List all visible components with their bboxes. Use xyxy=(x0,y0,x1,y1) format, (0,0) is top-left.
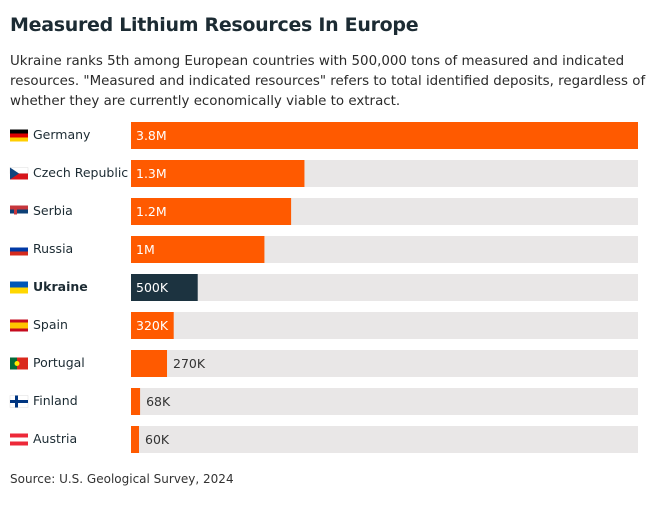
flag-icon xyxy=(10,281,28,294)
flag-cross xyxy=(10,400,28,403)
bar-track xyxy=(131,426,638,453)
bar xyxy=(131,236,265,263)
bar xyxy=(131,426,140,453)
value-label: 68K xyxy=(146,394,171,409)
y-tick-label: Portugal xyxy=(33,355,85,370)
bar-track xyxy=(131,274,638,301)
flag-icon xyxy=(10,357,28,370)
bar xyxy=(131,274,198,301)
flag-stripe xyxy=(17,357,28,370)
bar-track xyxy=(131,312,638,339)
value-label: 3.8M xyxy=(136,128,167,143)
y-tick-label: Serbia xyxy=(33,203,73,218)
flag-icon xyxy=(10,319,28,332)
flag-stripe xyxy=(10,213,28,218)
bar xyxy=(131,122,638,149)
bar-track xyxy=(131,388,638,415)
value-label: 500K xyxy=(136,280,169,295)
y-tick-label: Spain xyxy=(33,317,68,332)
value-label: 1.2M xyxy=(136,204,167,219)
chart-subtitle: Ukraine ranks 5th among European countri… xyxy=(10,54,646,109)
flag-stripe xyxy=(10,441,28,446)
bar xyxy=(131,160,305,187)
y-tick-label: Germany xyxy=(33,127,91,142)
flag-stripe xyxy=(10,281,28,288)
flag-icon xyxy=(9,395,29,408)
bar xyxy=(131,312,174,339)
y-tick-label: Ukraine xyxy=(33,279,88,294)
flag-triangle xyxy=(10,167,19,180)
flag-icon xyxy=(10,205,28,218)
flag-stripe xyxy=(10,247,28,252)
y-tick-label: Austria xyxy=(33,431,77,446)
flag-stripe xyxy=(10,322,28,329)
flag-stripe xyxy=(10,173,28,180)
y-tick-label: Russia xyxy=(33,241,73,256)
flag-emblem xyxy=(14,208,17,215)
flag-emblem xyxy=(14,361,20,366)
flag-icon xyxy=(9,167,29,180)
value-label: 1M xyxy=(136,242,155,257)
flag-stripe xyxy=(10,357,17,370)
flag-stripe xyxy=(10,251,28,256)
bar-track xyxy=(131,350,638,377)
flag-stripe xyxy=(10,287,28,294)
flag-stripe xyxy=(10,205,28,210)
flag-stripe xyxy=(10,437,28,442)
flag-stripe xyxy=(10,137,28,142)
flag-icon xyxy=(10,129,28,142)
flag-stripe xyxy=(10,129,28,134)
y-tick-label: Finland xyxy=(33,393,78,408)
chart-title: Measured Lithium Resources In Europe xyxy=(10,14,419,36)
flag-icon xyxy=(10,433,28,446)
flag-stripe xyxy=(10,243,28,248)
flag-stripe xyxy=(10,133,28,138)
source-note: Source: U.S. Geological Survey, 2024 xyxy=(10,472,234,486)
flag-stripe xyxy=(10,433,28,438)
value-label: 60K xyxy=(145,432,170,447)
value-label: 270K xyxy=(173,356,206,371)
value-label: 320K xyxy=(136,318,169,333)
bar xyxy=(131,198,292,225)
y-tick-label: Czech Republic xyxy=(33,165,128,180)
flag-stripe xyxy=(10,209,28,214)
value-label: 1.3M xyxy=(136,166,167,181)
flag-icon xyxy=(10,243,28,256)
bar xyxy=(131,388,141,415)
bar xyxy=(131,350,168,377)
